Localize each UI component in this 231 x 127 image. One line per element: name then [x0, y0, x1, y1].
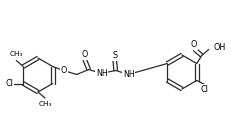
Text: CH₃: CH₃ — [9, 52, 23, 58]
Text: O: O — [191, 40, 197, 49]
Text: Cl: Cl — [5, 79, 13, 88]
Text: S: S — [112, 51, 117, 60]
Text: NH: NH — [123, 70, 135, 79]
Text: OH: OH — [214, 43, 226, 52]
Text: O: O — [82, 50, 88, 59]
Text: Cl: Cl — [201, 85, 209, 94]
Text: NH: NH — [96, 69, 108, 78]
Text: CH₃: CH₃ — [38, 101, 52, 107]
Text: O: O — [61, 66, 67, 75]
